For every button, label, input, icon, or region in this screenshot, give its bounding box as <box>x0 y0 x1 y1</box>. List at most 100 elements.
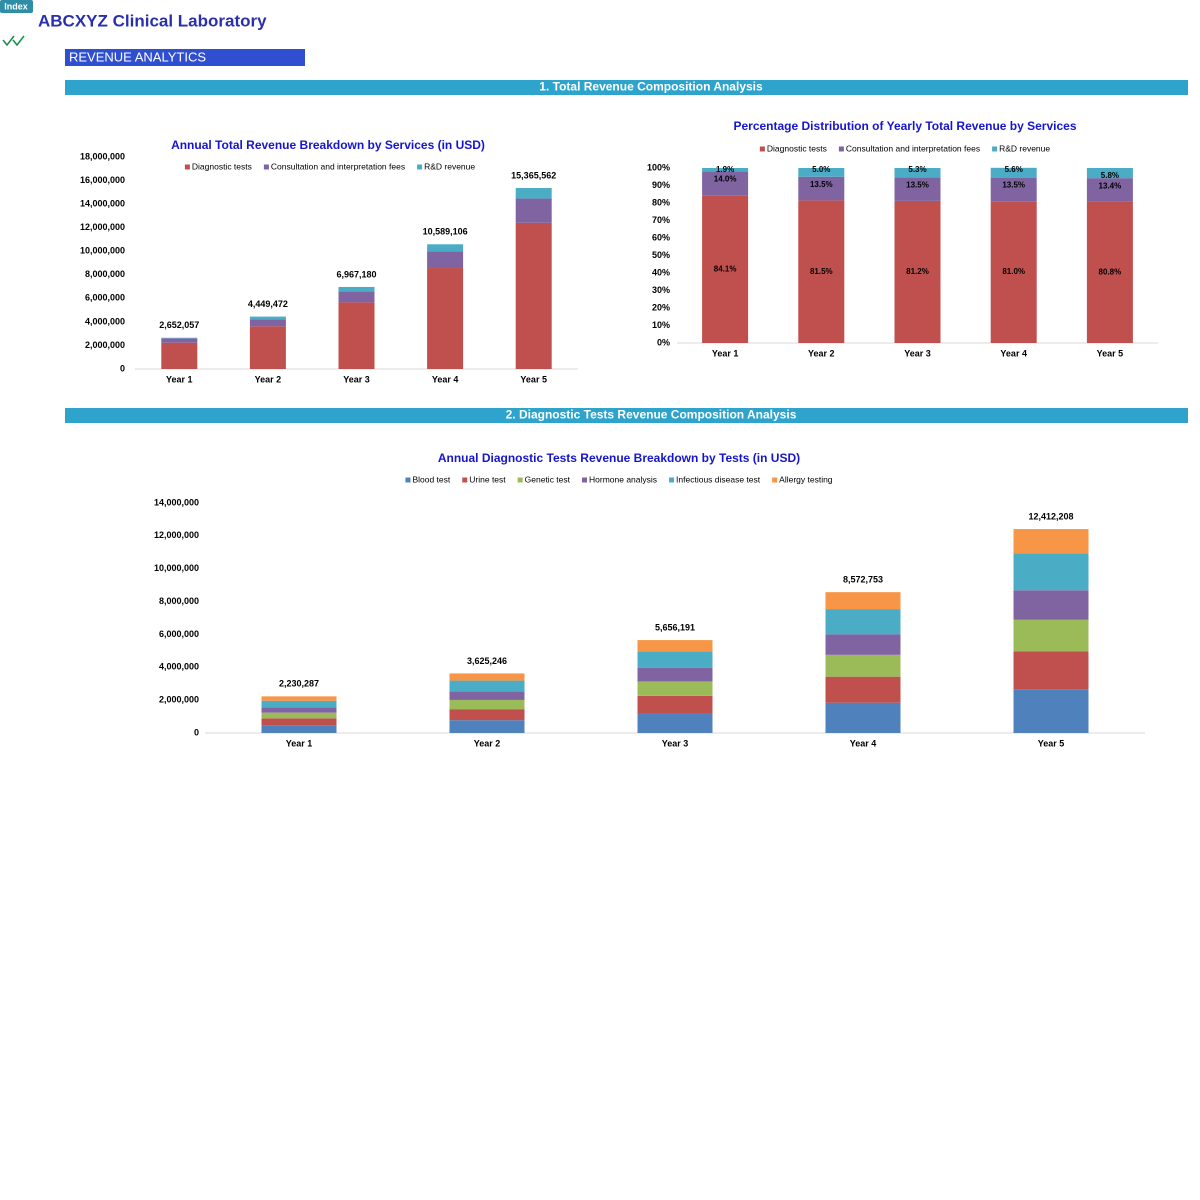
check-icon <box>2 35 25 47</box>
total-label: 5,656,191 <box>655 622 695 632</box>
bar-segment <box>1013 619 1089 652</box>
x-tick-label: Year 4 <box>850 738 877 748</box>
bar-segment <box>637 695 713 714</box>
x-tick-label: Year 5 <box>1038 738 1065 748</box>
x-tick-label: Year 2 <box>255 374 282 384</box>
y-tick-label: 2,000,000 <box>159 695 199 705</box>
legend-label: Urine test <box>469 474 506 484</box>
bar-segment <box>161 338 198 343</box>
y-tick-label: 0 <box>120 363 125 373</box>
bar-segment <box>894 200 941 343</box>
bar-segment <box>449 680 525 692</box>
bar-segment <box>990 177 1037 202</box>
section-bar <box>65 408 1188 423</box>
legend-swatch <box>759 146 765 152</box>
y-tick-label: 4,000,000 <box>85 316 125 326</box>
bar-segment <box>338 291 375 303</box>
bar-segment <box>161 342 198 369</box>
index-button[interactable] <box>0 0 33 13</box>
y-tick-label: 60% <box>652 232 670 242</box>
y-tick-label: 12,000,000 <box>80 222 125 232</box>
bar-segment <box>249 316 286 320</box>
y-tick-label: 100% <box>647 162 670 172</box>
bar-segment <box>1013 529 1089 554</box>
x-tick-label: Year 3 <box>904 348 931 358</box>
bar-segment <box>990 201 1037 343</box>
data-label: 14.0% <box>714 174 737 183</box>
legend: Blood test Urine test Genetic test Hormone … <box>405 474 833 484</box>
bar-segment <box>338 302 375 369</box>
bar-segment <box>338 286 375 292</box>
legend-label: Consultation and interpretation fees <box>271 161 405 171</box>
bar-segment <box>894 168 941 178</box>
legend-swatch <box>263 164 269 170</box>
total-label: 15,365,562 <box>511 170 556 180</box>
x-tick-label: Year 4 <box>432 374 459 384</box>
legend-label: Infectious disease test <box>676 474 761 484</box>
y-tick-label: 10,000,000 <box>80 246 125 256</box>
legend-swatch <box>772 477 778 483</box>
y-tick-label: 6,000,000 <box>85 293 125 303</box>
legend-swatch <box>838 146 844 152</box>
y-tick-label: 8,000,000 <box>85 269 125 279</box>
legend-swatch <box>184 164 190 170</box>
legend-swatch <box>517 477 523 483</box>
y-tick-label: 10% <box>652 320 670 330</box>
y-tick-label: 20% <box>652 302 670 312</box>
bar-segment <box>1086 201 1133 343</box>
legend-label: Allergy testing <box>779 474 833 484</box>
bar-segment <box>1013 689 1089 733</box>
total-label: 2,230,287 <box>279 679 319 689</box>
data-label: 13.5% <box>810 180 833 189</box>
bar-segment <box>249 326 286 369</box>
data-label: 80.8% <box>1099 267 1122 276</box>
bar-segment <box>637 713 713 733</box>
y-tick-label: 16,000,000 <box>80 175 125 185</box>
x-tick-label: Year 1 <box>166 374 193 384</box>
total-label: 3,625,246 <box>467 656 507 666</box>
bar-segment <box>798 200 845 343</box>
data-label: 5.3% <box>908 165 926 174</box>
legend-label: Blood test <box>412 474 450 484</box>
y-tick-label: 0% <box>657 337 670 347</box>
y-tick-label: 4,000,000 <box>159 662 199 672</box>
legend-label: Diagnostic tests <box>767 143 827 153</box>
index-button-label[interactable]: Index <box>4 1 28 11</box>
legend-label: Diagnostic tests <box>192 161 252 171</box>
bar-segment <box>825 702 901 733</box>
section-title: 1. Total Revenue Composition Analysis <box>539 80 763 94</box>
data-label: 5.0% <box>812 165 830 174</box>
y-tick-label: 70% <box>652 215 670 225</box>
legend-swatch <box>992 146 998 152</box>
bar-segment <box>261 725 337 733</box>
legend-label: Genetic test <box>525 474 571 484</box>
x-tick-label: Year 1 <box>712 348 739 358</box>
bar-segment <box>427 244 464 252</box>
data-label: 81.2% <box>906 267 929 276</box>
chart-title: Annual Total Revenue Breakdown by Servic… <box>171 138 485 152</box>
legend-label: Hormone analysis <box>589 474 657 484</box>
bar-segment <box>449 709 525 721</box>
bar-segment <box>637 651 713 668</box>
total-label: 8,572,753 <box>843 575 883 585</box>
total-label: 10,589,106 <box>423 227 468 237</box>
bar-segment <box>825 676 901 703</box>
bar-segment <box>249 319 286 327</box>
chart-title: Percentage Distribution of Yearly Total … <box>733 119 1076 133</box>
bar-segment <box>261 712 337 719</box>
y-tick-label: 8,000,000 <box>159 596 199 606</box>
x-tick-label: Year 2 <box>808 348 835 358</box>
bar-segment <box>261 700 337 708</box>
data-label: 1.9% <box>716 165 734 174</box>
legend-swatch <box>405 477 411 483</box>
bar-segment <box>515 222 552 369</box>
data-label: 84.1% <box>714 265 737 274</box>
section-bar <box>65 80 1188 95</box>
bar-segment <box>637 667 713 682</box>
bar-segment <box>515 188 552 199</box>
bar-segment <box>449 699 525 710</box>
data-label: 81.5% <box>810 267 833 276</box>
bar-segment <box>825 609 901 635</box>
bar-segment <box>825 654 901 677</box>
